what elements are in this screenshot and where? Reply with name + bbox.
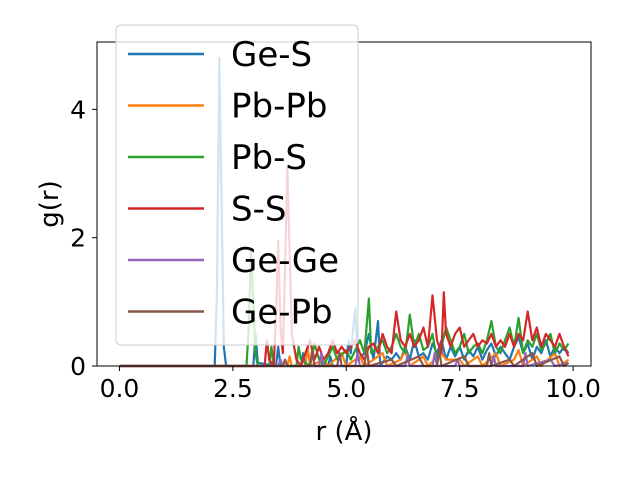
y-axis-label: g(r) xyxy=(35,180,65,227)
series-line-ge-pb xyxy=(119,345,570,368)
y-tick-label: 2 xyxy=(70,224,86,253)
legend-label-ge-ge: Ge-Ge xyxy=(231,241,339,281)
x-tick-label: 7.5 xyxy=(440,374,480,403)
legend: Ge-S Pb-Pb Pb-S S-S Ge-Ge Ge-Pb xyxy=(115,24,359,346)
x-axis-label: r (Å) xyxy=(315,415,372,447)
y-tick-label: 4 xyxy=(70,95,86,124)
legend-label-s-s: S-S xyxy=(231,190,286,230)
legend-label-pb-pb: Pb-Pb xyxy=(231,87,327,127)
y-tick-label: 0 xyxy=(70,352,86,381)
x-tick-label: 10.0 xyxy=(545,374,601,403)
series-line-pb-s xyxy=(119,249,570,368)
legend-label-pb-s: Pb-S xyxy=(231,138,307,178)
x-tick-label: 2.5 xyxy=(213,374,253,403)
y-axis: 0 2 4 xyxy=(70,95,97,381)
x-tick-label: 5.0 xyxy=(326,374,366,403)
legend-label-ge-pb: Ge-Pb xyxy=(231,293,333,333)
x-axis: 0.0 2.5 5.0 7.5 10.0 xyxy=(100,366,601,403)
x-tick-label: 0.0 xyxy=(100,374,140,403)
legend-label-ge-s: Ge-S xyxy=(231,35,312,75)
